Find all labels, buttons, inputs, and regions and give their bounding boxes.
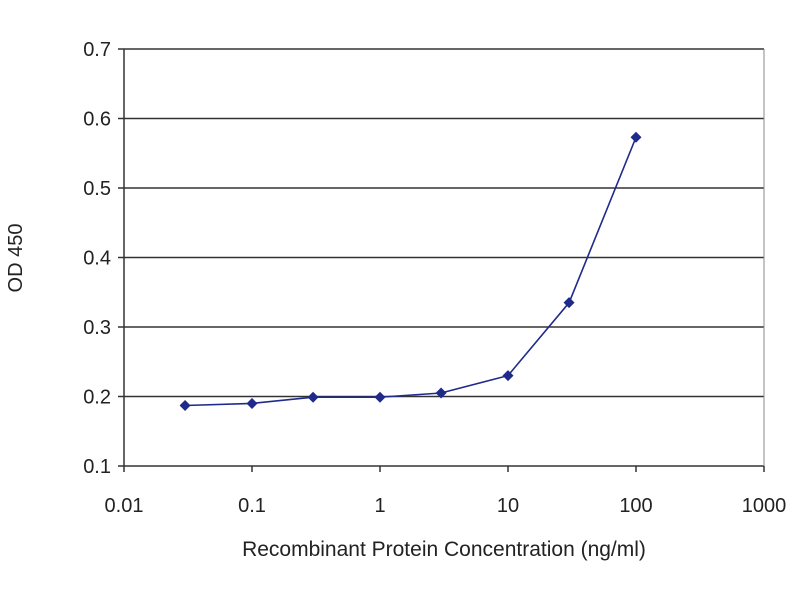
x-tick-label: 100: [619, 495, 652, 517]
y-tick-label: 0.6: [83, 109, 111, 131]
y-axis-title: OD 450: [5, 224, 27, 293]
y-tick-label: 0.5: [83, 178, 111, 200]
grid-layer: [124, 48, 764, 398]
y-tick-label: 0.4: [83, 248, 111, 270]
x-tick-label: 10: [497, 495, 519, 517]
axis-layer: [118, 48, 765, 472]
data-point: [179, 400, 191, 412]
x-tick-label: 1000: [742, 495, 787, 517]
label-layer: Recombinant Protein Concentration (ng/ml…: [5, 39, 786, 561]
y-tick-label: 0.3: [83, 317, 111, 339]
data-point: [374, 391, 386, 403]
data-point: [246, 397, 258, 409]
data-point: [563, 297, 575, 309]
y-tick-label: 0.7: [83, 39, 111, 61]
series-line: [185, 137, 637, 407]
y-tick-label: 0.1: [83, 456, 111, 478]
data-point: [307, 391, 319, 403]
data-point: [502, 370, 514, 382]
x-axis-title: Recombinant Protein Concentration (ng/ml…: [242, 538, 646, 561]
x-tick-label: 0.1: [238, 495, 266, 517]
series-layer: [179, 131, 642, 412]
x-tick-label: 1: [374, 495, 385, 517]
x-tick-label: 0.01: [105, 495, 144, 517]
data-point: [435, 387, 447, 399]
data-point: [630, 131, 642, 143]
y-tick-label: 0.2: [83, 387, 111, 409]
